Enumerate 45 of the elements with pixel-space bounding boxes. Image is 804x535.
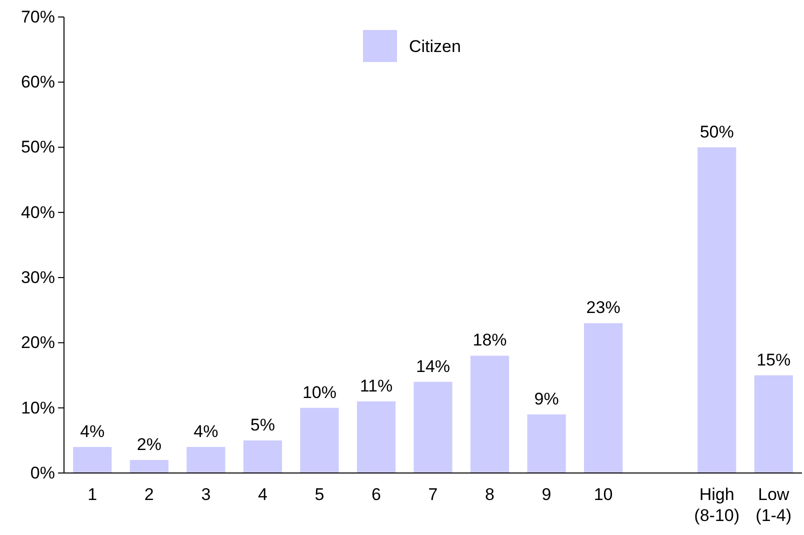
bar — [754, 375, 793, 473]
x-tick-label: 5 — [314, 485, 324, 504]
bar — [186, 446, 226, 473]
bar — [527, 414, 566, 473]
data-label: 18% — [472, 330, 507, 350]
data-label: 4% — [194, 422, 218, 441]
bar — [698, 147, 736, 473]
bar — [356, 401, 396, 473]
bar — [300, 408, 339, 473]
x-tick-label: 1 — [88, 485, 98, 504]
bar — [470, 356, 510, 473]
bar — [130, 460, 168, 473]
bar — [243, 440, 282, 473]
x-tick-label: 7 — [428, 485, 438, 504]
data-label: 14% — [416, 356, 450, 376]
data-label: 23% — [586, 298, 620, 318]
y-tick-label: 10% — [20, 398, 55, 418]
x-tick-label: 3 — [201, 485, 211, 504]
y-tick-label: 60% — [20, 72, 55, 92]
data-label: 2% — [136, 434, 162, 454]
y-tick-label: 70% — [20, 7, 55, 26]
x-tick-label: 10 — [594, 485, 613, 504]
y-tick-label: 40% — [20, 202, 55, 222]
data-label: 11% — [360, 376, 393, 396]
bar — [414, 382, 452, 473]
data-label: 9% — [534, 389, 559, 408]
x-tick-label: 6 — [371, 485, 381, 504]
bar — [584, 323, 623, 473]
data-label: 4% — [80, 422, 105, 441]
x-tick-label: 2 — [144, 485, 154, 504]
y-tick-label: 20% — [20, 333, 55, 352]
y-tick-label: 0% — [30, 463, 55, 482]
bar — [73, 446, 112, 473]
data-label: 50% — [700, 122, 734, 142]
x-tick-label: High (8-10) — [694, 485, 740, 525]
data-label: 10% — [302, 382, 336, 402]
x-tick-label: 8 — [485, 485, 495, 504]
y-tick-label: 50% — [20, 138, 55, 157]
x-tick-label: Low (1-4) — [756, 485, 792, 525]
data-label: 15% — [756, 350, 791, 370]
y-tick-label: 30% — [20, 268, 55, 288]
data-label: 5% — [250, 415, 275, 434]
legend-label: Citizen — [409, 37, 461, 56]
x-tick-label: 4 — [258, 485, 268, 504]
x-tick-label: 9 — [542, 485, 552, 504]
